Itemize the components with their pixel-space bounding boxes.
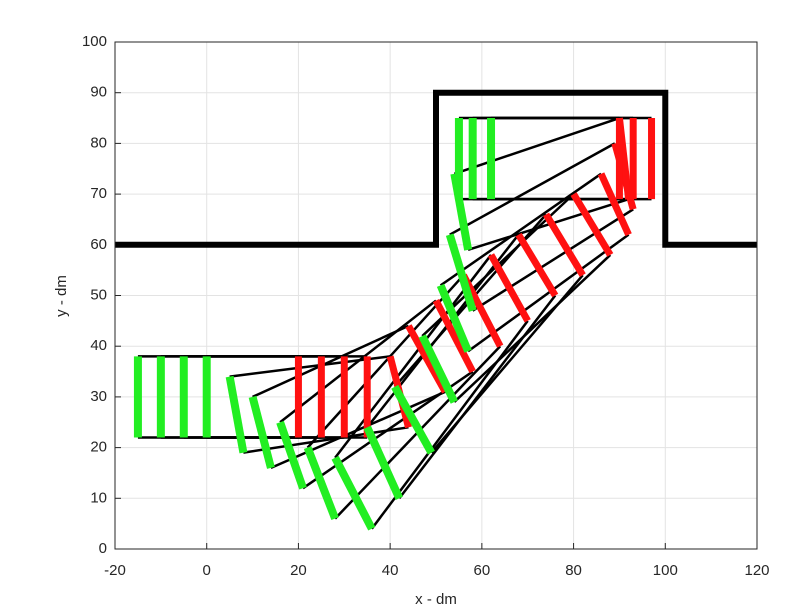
x-axis-label: x - dm	[415, 591, 457, 608]
link-line	[229, 355, 391, 378]
y-tick-label: 40	[90, 337, 107, 354]
tractor	[405, 324, 449, 394]
trailer	[303, 446, 339, 521]
link-line	[398, 294, 557, 500]
trailer	[225, 375, 248, 454]
tractor	[487, 253, 531, 323]
x-tick-label: 20	[290, 562, 307, 579]
trailer	[391, 384, 435, 455]
x-tick-label: 0	[203, 562, 211, 579]
y-tick-label: 100	[82, 33, 107, 50]
x-tick-label: 60	[474, 562, 491, 579]
trailer	[363, 425, 403, 500]
link-line	[279, 299, 437, 424]
link-line	[252, 324, 410, 399]
trailer	[418, 334, 458, 404]
trailer	[445, 233, 477, 312]
x-tick-label: 40	[382, 562, 399, 579]
x-tick-label: 80	[565, 562, 582, 579]
y-tick-label: 0	[99, 540, 107, 557]
tractor	[543, 212, 586, 278]
link-line	[453, 254, 612, 403]
trailer	[276, 420, 307, 490]
y-tick-label: 90	[90, 84, 107, 101]
link-line	[439, 172, 602, 287]
y-tick-label: 80	[90, 134, 107, 151]
tractor	[570, 192, 614, 257]
link-line	[472, 208, 634, 312]
y-tick-label: 30	[90, 388, 107, 405]
link-line	[449, 142, 616, 236]
tractor	[515, 232, 559, 298]
trailer	[436, 283, 472, 353]
y-tick-label: 50	[90, 286, 107, 303]
plot-layer	[115, 89, 757, 531]
x-tick-label: -20	[104, 562, 126, 579]
axes-box	[114, 41, 758, 550]
trailer	[248, 395, 275, 469]
tractor	[597, 172, 632, 237]
link-line	[243, 426, 409, 454]
y-tick-label: 20	[90, 439, 107, 456]
trailer	[331, 455, 376, 531]
y-axis-label: y - dm	[53, 275, 70, 317]
y-tick-label: 10	[90, 489, 107, 506]
tractor	[432, 298, 476, 374]
boundary-line	[115, 89, 757, 248]
x-tick-label: 120	[744, 562, 769, 579]
x-tick-label: 100	[653, 562, 678, 579]
y-tick-label: 60	[90, 236, 107, 253]
y-tick-label: 70	[90, 185, 107, 202]
link-line	[453, 116, 620, 176]
